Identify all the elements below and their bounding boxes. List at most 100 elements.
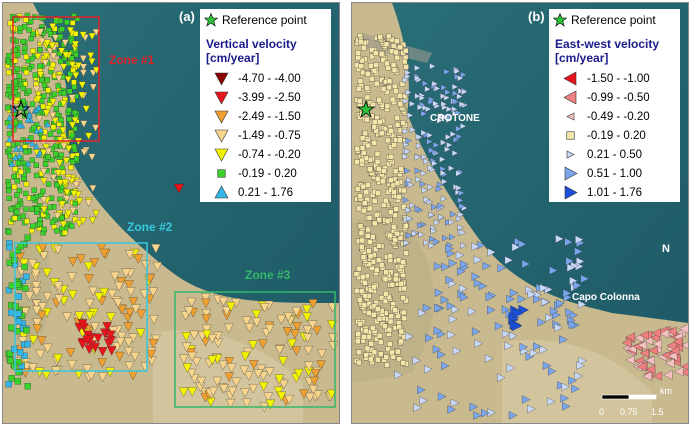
velocity-point [123,337,134,348]
velocity-point [375,190,381,196]
velocity-point [44,77,51,83]
velocity-point [179,354,189,364]
velocity-point [62,229,68,236]
velocity-point [241,316,252,327]
velocity-point [443,68,451,76]
velocity-point [200,337,211,347]
legend-class-row: -0.99 - -0.50 [549,88,680,107]
velocity-point [116,277,127,287]
velocity-point [445,133,452,141]
velocity-point [460,259,469,269]
velocity-point [19,258,29,269]
place-label-crotone: CROTONE [430,113,480,124]
velocity-point [379,130,385,136]
velocity-point [425,105,432,113]
velocity-point [23,206,29,212]
velocity-point [400,309,407,316]
legend-symbol-icon [210,71,232,87]
legend-class-label: -0.19 - 0.20 [587,129,646,142]
velocity-point [308,384,319,395]
velocity-point [357,223,364,229]
velocity-point [389,48,395,54]
velocity-point [399,81,406,87]
legend-class-label: -0.99 - -0.50 [587,91,650,104]
velocity-point [386,84,392,91]
velocity-point [421,153,428,161]
velocity-point [517,294,527,304]
velocity-point [42,343,53,354]
velocity-point [30,31,36,37]
velocity-point [23,17,29,23]
velocity-point [126,287,136,297]
velocity-point [208,386,219,397]
velocity-point [484,354,494,363]
zone-3-box [174,291,336,408]
panel-label-b: (b) [528,9,545,24]
velocity-point [82,364,92,374]
velocity-point [445,219,452,226]
velocity-point [8,206,14,212]
velocity-point [380,57,386,63]
velocity-point [373,50,379,56]
velocity-point [388,128,394,134]
velocity-point [66,116,73,122]
velocity-point [377,119,383,125]
velocity-point [652,339,662,349]
velocity-point [22,45,28,51]
velocity-point [74,62,83,70]
velocity-point [402,97,410,105]
velocity-point [473,411,482,420]
velocity-point [31,125,37,131]
velocity-point [22,164,29,171]
legend-class-label: 0.21 - 0.50 [587,148,642,161]
velocity-point [62,157,71,165]
velocity-point [578,356,587,366]
velocity-point [30,48,36,54]
velocity-point [459,229,467,236]
velocity-point [537,318,546,327]
velocity-point [393,49,399,56]
velocity-point [115,337,126,347]
velocity-point [437,392,447,401]
velocity-point [31,287,42,297]
velocity-point [376,257,382,263]
legend-reference-label: Reference point [571,13,656,27]
velocity-point [92,28,100,37]
velocity-point [473,255,483,264]
velocity-point [113,298,123,308]
velocity-point [681,341,688,349]
velocity-point [52,151,59,157]
velocity-point [460,242,467,249]
velocity-point [42,143,50,152]
velocity-point [276,391,287,402]
legend-title: Vertical velocity [cm/year] [200,31,331,69]
velocity-point [494,321,504,331]
velocity-point [568,320,578,330]
velocity-point [317,349,327,359]
velocity-point [451,83,459,91]
legend-class-row: 0.51 - 1.00 [549,164,680,183]
velocity-point [441,262,450,272]
velocity-point [667,351,678,361]
velocity-point [388,209,394,215]
velocity-point [264,367,275,377]
velocity-point [448,165,455,172]
velocity-point [453,68,461,75]
velocity-point [370,325,376,331]
velocity-point [59,126,67,135]
velocity-point [362,130,369,137]
velocity-point [20,38,26,45]
velocity-point [444,146,451,153]
velocity-point [50,124,57,130]
legend-symbol-icon [559,147,581,163]
velocity-point [457,224,465,231]
velocity-point [14,192,20,198]
velocity-point [366,334,372,340]
velocity-point [397,235,404,241]
velocity-point [117,304,127,315]
velocity-point [14,209,20,215]
velocity-point [436,181,444,189]
velocity-point [652,371,663,381]
velocity-point [390,43,397,49]
velocity-point [376,316,383,322]
